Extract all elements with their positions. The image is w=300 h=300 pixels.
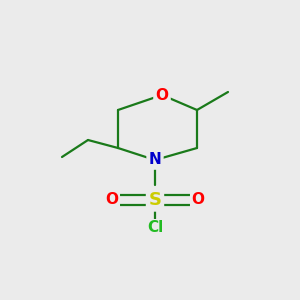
Text: N: N	[148, 152, 161, 167]
Text: Cl: Cl	[147, 220, 163, 236]
Text: S: S	[148, 191, 161, 209]
Text: O: O	[106, 193, 118, 208]
Text: O: O	[191, 193, 205, 208]
Text: O: O	[155, 88, 169, 103]
